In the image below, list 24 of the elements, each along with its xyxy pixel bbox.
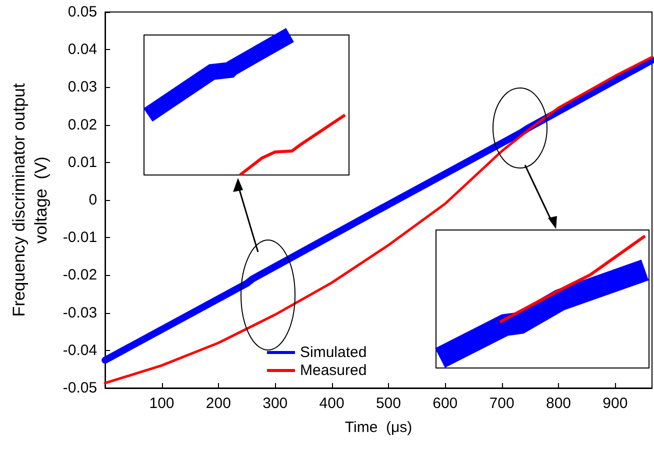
x-tick-label: 700: [489, 395, 514, 412]
x-tick-label: 900: [602, 395, 628, 412]
x-tick-label: 200: [206, 395, 231, 412]
x-tick-label: 100: [149, 395, 174, 412]
y-tick-label: 0.05: [68, 4, 98, 20]
x-tick-label: 400: [319, 395, 344, 412]
x-tick-label: 800: [546, 395, 571, 412]
legend-label: Measured: [300, 362, 367, 379]
y-tick-label: -0.02: [62, 266, 98, 284]
x-axis-title: Time (μs): [344, 419, 412, 436]
y-tick-label: -0.01: [62, 229, 98, 246]
x-tick-label: 600: [432, 395, 458, 412]
x-tick-label: 500: [376, 395, 401, 412]
y-axis-title: Frequency discriminator output voltage (V): [10, 83, 50, 317]
legend-label: Simulated: [300, 344, 367, 361]
y-tick-label: 0.02: [68, 116, 98, 134]
y-tick-label: -0.03: [62, 304, 98, 322]
x-tick-label: 300: [262, 395, 288, 412]
y-tick-label: 0.01: [68, 154, 98, 171]
y-tick-label: 0.03: [68, 78, 98, 96]
y-tick-label: 0.04: [68, 41, 98, 58]
y-tick-label: -0.04: [62, 342, 98, 359]
y-tick-label: -0.05: [62, 380, 98, 396]
y-tick-label: 0: [88, 192, 98, 208]
